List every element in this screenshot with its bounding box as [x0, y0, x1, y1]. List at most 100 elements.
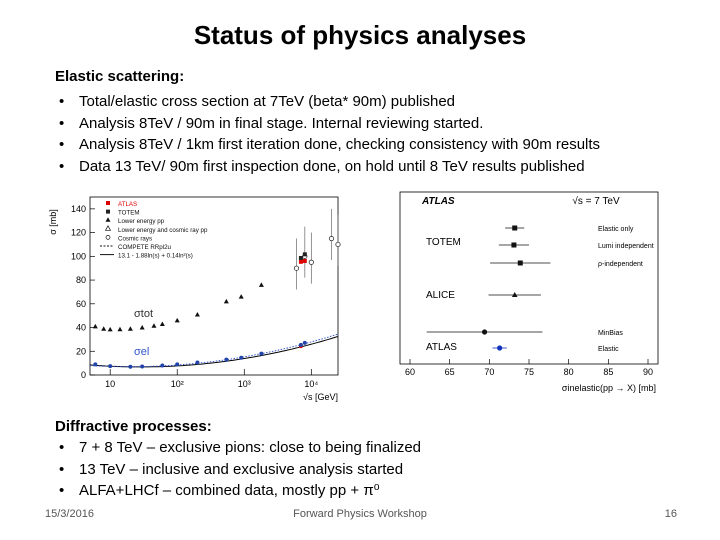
- group-label: ALICE: [426, 290, 455, 301]
- diffractive-heading: Diffractive processes:: [55, 418, 212, 435]
- legend-marker: [105, 217, 111, 222]
- data-point: [224, 357, 229, 362]
- point-label: Lumi independent: [598, 243, 654, 250]
- x-tick-label: 10³: [238, 379, 251, 389]
- legend-marker: [106, 201, 110, 205]
- plot-header-right: √s = 7 TeV: [572, 195, 620, 207]
- data-point: [117, 326, 123, 332]
- x-axis-label: √s [GeV]: [303, 392, 338, 402]
- x-tick-label: 10: [105, 379, 115, 389]
- y-tick-label: 60: [76, 299, 86, 309]
- legend-entry: ATLAS: [118, 201, 137, 208]
- y-tick-label: 0: [81, 370, 86, 380]
- data-point: [302, 252, 307, 257]
- legend-entry: COMPETE RRpl2u: [118, 244, 172, 251]
- sigma-el-trend-curve: [89, 333, 339, 368]
- plot-header-left: ATLAS: [421, 196, 455, 207]
- data-point: [92, 323, 98, 329]
- diffractive-bullet: 13 TeV – inclusive and exclusive analysi…: [55, 459, 421, 481]
- group-label: ATLAS: [426, 342, 457, 353]
- data-point: [159, 321, 165, 326]
- data-point: [128, 364, 133, 369]
- x-tick-label: 60: [405, 367, 415, 377]
- data-point: [293, 265, 300, 271]
- legend-entry: TOTEM: [118, 210, 140, 217]
- legend-marker: [106, 209, 110, 214]
- elastic-heading: Elastic scattering:: [55, 68, 185, 85]
- data-point: [140, 364, 145, 369]
- data-point: [298, 342, 303, 347]
- elastic-bullet: Total/elastic cross section at 7TeV (bet…: [55, 91, 600, 113]
- diffractive-bullet: 7 + 8 TeV – exclusive pions: close to be…: [55, 437, 421, 459]
- data-point: [298, 255, 303, 260]
- data-point: [258, 282, 264, 287]
- legend-entry: Lower energy and cosmic ray pp: [118, 227, 208, 234]
- x-tick-label: 10⁴: [304, 379, 318, 389]
- y-tick-label: 140: [71, 204, 86, 214]
- sigma-el-annotation: σel: [134, 346, 149, 358]
- data-point: [511, 242, 517, 248]
- data-point: [512, 225, 518, 231]
- point-label: MinBias: [598, 330, 623, 337]
- data-point: [517, 260, 523, 266]
- x-tick-label: 10²: [171, 379, 184, 389]
- data-point: [160, 363, 165, 368]
- data-point: [174, 317, 180, 323]
- data-point: [127, 326, 133, 331]
- data-point: [139, 325, 145, 330]
- footer-date: 15/3/2016: [45, 508, 94, 520]
- x-tick-label: 65: [445, 367, 455, 377]
- elastic-bullet: Analysis 8TeV / 90m in final stage. Inte…: [55, 113, 600, 135]
- sigma-tot-annotation: σtot: [134, 308, 153, 320]
- data-point: [238, 294, 244, 299]
- plot-frame: [89, 196, 339, 376]
- inelastic-comparison-plot: ATLAS √s = 7 TeV 60 65 70 75 80 85 90 TOTEM ALI…: [398, 188, 668, 400]
- data-point: [195, 360, 200, 365]
- legend-entry: Lower energy pp: [118, 218, 165, 225]
- data-point: [259, 351, 264, 356]
- y-tick-label: 40: [76, 323, 86, 333]
- y-tick-label: 120: [71, 228, 86, 238]
- footer-page-number: 16: [664, 508, 677, 520]
- data-point: [302, 340, 307, 345]
- legend-entry: Cosmic rays: [118, 235, 152, 242]
- x-tick-label: 80: [564, 367, 574, 377]
- data-point: [511, 292, 518, 297]
- elastic-bullet: Analysis 8TeV / 1km first iteration done…: [55, 134, 600, 156]
- data-point: [497, 345, 503, 351]
- x-tick-label: 85: [603, 367, 613, 377]
- legend-entry: 13.1 - 1.88ln(s) + 0.14ln²(s): [118, 253, 193, 260]
- x-tick-label: 70: [484, 367, 494, 377]
- y-tick-label: 80: [76, 275, 86, 285]
- elastic-bullet-list: Total/elastic cross section at 7TeV (bet…: [55, 91, 600, 177]
- y-tick-label: 20: [76, 346, 86, 356]
- group-label: TOTEM: [426, 237, 461, 248]
- data-point: [302, 258, 307, 263]
- data-point: [308, 259, 314, 265]
- y-tick-label: 100: [71, 251, 86, 261]
- point-label: Elastic: [598, 346, 619, 353]
- elastic-bullet: Data 13 TeV/ 90m first inspection done, …: [55, 156, 600, 178]
- data-point: [175, 362, 180, 367]
- data-point: [101, 326, 107, 331]
- x-tick-label: 75: [524, 367, 534, 377]
- diffractive-bullet-list: 7 + 8 TeV – exclusive pions: close to be…: [55, 437, 421, 502]
- legend-marker: [105, 235, 111, 240]
- data-point: [239, 355, 244, 360]
- diffractive-bullet: ALFA+LHCf – combined data, mostly pp + π…: [55, 480, 421, 502]
- cross-section-plot: 0 20 40 60 80 100 120 140 10 10² 10³ 10⁴ σ [mb] √s…: [48, 192, 348, 407]
- y-axis-label: σ [mb]: [48, 209, 58, 235]
- point-label: Elastic only: [598, 226, 634, 233]
- data-point: [107, 326, 113, 332]
- data-point: [108, 364, 113, 369]
- footer-event: Forward Physics Workshop: [293, 508, 427, 520]
- slide-title: Status of physics analyses: [193, 20, 527, 50]
- data-point: [194, 311, 200, 317]
- legend-marker: [104, 225, 112, 231]
- data-point: [298, 259, 303, 264]
- x-axis-label: σinelastic(pp → X) [mb]: [562, 383, 656, 393]
- data-point: [335, 241, 341, 248]
- data-point: [151, 323, 157, 328]
- data-point: [93, 362, 98, 367]
- x-tick-label: 90: [643, 367, 653, 377]
